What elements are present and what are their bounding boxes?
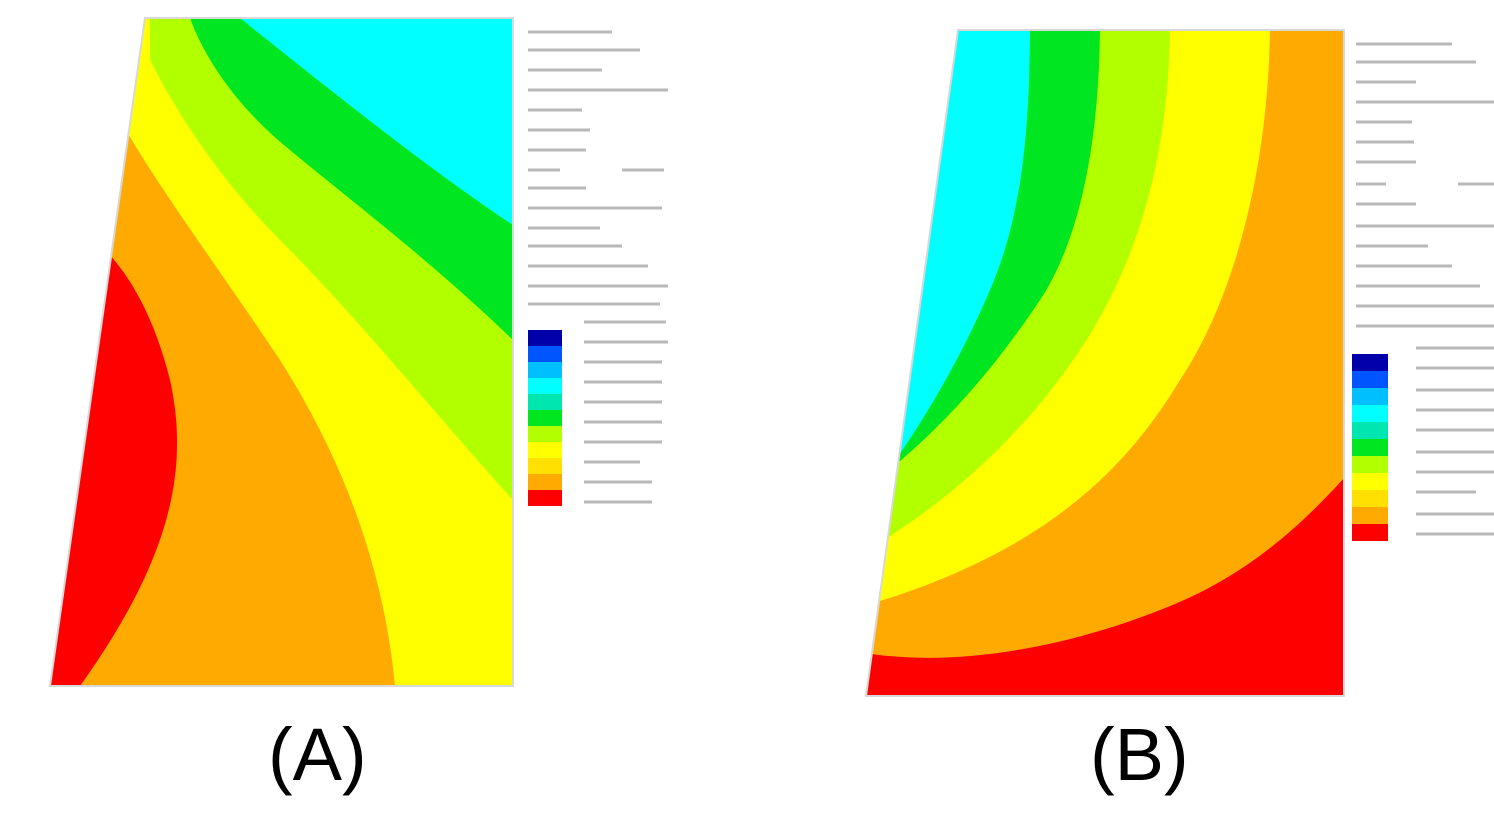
color-legend-a <box>528 330 562 506</box>
caption-a: (A) <box>268 713 367 796</box>
domain-outline-a <box>48 17 514 687</box>
panel-b: (B) <box>740 0 1494 818</box>
legend-values-b <box>1416 346 1494 536</box>
contour-band-cyan-a <box>240 18 513 225</box>
domain-outline-b <box>864 29 1345 697</box>
color-legend-b <box>1352 354 1388 541</box>
legend-header-b <box>1356 42 1494 328</box>
caption-b: (B) <box>1090 713 1189 796</box>
contour-plot-a <box>48 17 668 687</box>
contour-band-red-b <box>866 460 1344 696</box>
contour-plot-b <box>864 29 1494 697</box>
legend-values-a <box>584 320 668 504</box>
legend-header-a <box>528 30 668 306</box>
panel-a: (A) <box>0 0 740 818</box>
